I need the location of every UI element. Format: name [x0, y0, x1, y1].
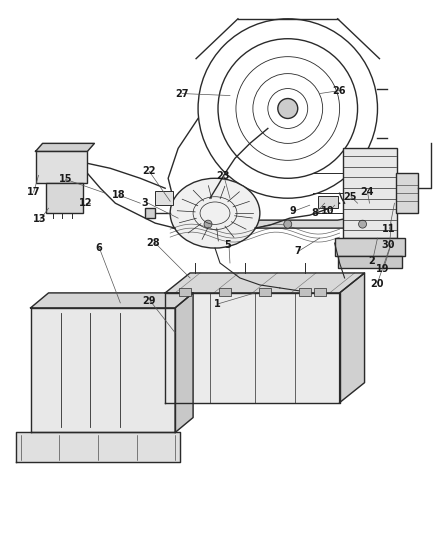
Polygon shape — [173, 198, 392, 228]
Text: 7: 7 — [294, 246, 301, 255]
Text: 6: 6 — [95, 243, 102, 253]
Text: 19: 19 — [376, 264, 389, 274]
FancyBboxPatch shape — [145, 208, 155, 218]
Text: 11: 11 — [381, 224, 395, 235]
Text: 2: 2 — [368, 256, 375, 266]
Circle shape — [204, 220, 212, 228]
Text: 8: 8 — [311, 208, 318, 219]
Polygon shape — [339, 273, 364, 402]
FancyBboxPatch shape — [155, 191, 173, 205]
Text: 12: 12 — [79, 198, 92, 208]
Text: 26: 26 — [332, 86, 346, 96]
Text: 30: 30 — [381, 240, 395, 251]
FancyBboxPatch shape — [314, 288, 326, 296]
Text: 15: 15 — [59, 174, 72, 184]
Circle shape — [284, 220, 292, 228]
Polygon shape — [165, 293, 339, 402]
Text: 24: 24 — [360, 187, 373, 197]
Circle shape — [359, 220, 367, 228]
Ellipse shape — [170, 178, 260, 248]
Text: 27: 27 — [175, 89, 189, 99]
FancyBboxPatch shape — [219, 288, 231, 296]
Text: 22: 22 — [142, 166, 156, 176]
Polygon shape — [357, 168, 392, 218]
Polygon shape — [31, 293, 193, 308]
Text: 25: 25 — [343, 192, 357, 203]
FancyBboxPatch shape — [338, 256, 403, 268]
Text: 9: 9 — [290, 206, 297, 216]
Text: 17: 17 — [27, 187, 40, 197]
Polygon shape — [16, 432, 180, 462]
Text: 5: 5 — [224, 240, 231, 251]
FancyBboxPatch shape — [299, 288, 311, 296]
Text: 23: 23 — [217, 171, 230, 181]
Text: 13: 13 — [33, 214, 47, 224]
Text: 18: 18 — [112, 190, 125, 200]
FancyBboxPatch shape — [343, 148, 397, 238]
Text: 10: 10 — [321, 206, 335, 216]
FancyBboxPatch shape — [318, 196, 338, 208]
Text: 28: 28 — [147, 238, 160, 248]
Polygon shape — [31, 308, 175, 432]
Text: 1: 1 — [213, 298, 220, 309]
FancyBboxPatch shape — [46, 183, 83, 213]
Polygon shape — [165, 273, 364, 293]
Circle shape — [278, 99, 298, 118]
FancyBboxPatch shape — [35, 151, 88, 183]
FancyBboxPatch shape — [259, 288, 271, 296]
Text: 20: 20 — [370, 279, 384, 288]
Polygon shape — [35, 143, 95, 151]
Polygon shape — [175, 293, 193, 432]
FancyBboxPatch shape — [396, 173, 418, 213]
FancyBboxPatch shape — [179, 288, 191, 296]
Text: 29: 29 — [142, 296, 156, 306]
FancyBboxPatch shape — [335, 238, 406, 256]
Text: 3: 3 — [141, 198, 148, 208]
